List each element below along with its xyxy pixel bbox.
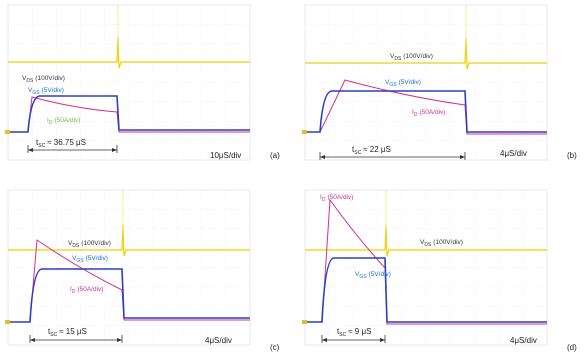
subscript: SC [354, 150, 361, 156]
subscript: GS [32, 90, 40, 96]
subscript: GS [359, 274, 367, 280]
timebase: 10μS/div [210, 151, 241, 160]
subscript: DS [26, 78, 34, 84]
panel-tag: (c) [270, 343, 280, 352]
subscript: D [72, 289, 76, 295]
subscript: DS [72, 243, 80, 249]
figure: VDS(100V/div)VGS(5V/div)ID(50A/div)tSC≈ … [0, 0, 585, 358]
label-text: (5V/div) [42, 87, 64, 94]
subscript: GS [389, 82, 397, 88]
subscript: DS [394, 56, 402, 62]
subscript: DS [424, 242, 432, 248]
trigger-marker [5, 320, 10, 324]
label-text: ≈ 22 μS [363, 145, 391, 154]
label-text: (5V/div) [369, 271, 391, 278]
panel-tag: (b) [567, 151, 577, 160]
label-text: ≈ 9 μS [348, 327, 371, 336]
timebase: 4μS/div [510, 336, 537, 345]
subscript: SC [339, 332, 346, 338]
timebase: 4μS/div [205, 336, 232, 345]
subscript: SC [38, 143, 45, 149]
panel-tag: (d) [567, 343, 577, 352]
label-text: (100V/div) [81, 240, 111, 247]
label-text: (5V/div) [399, 79, 421, 86]
label-text: ≈ 36.75 μS [47, 138, 86, 147]
timebase: 4μS/div [500, 149, 527, 158]
subscript: D [414, 112, 418, 118]
label-text: (100V/div) [403, 53, 433, 60]
label-text: (100V/div) [433, 239, 463, 246]
label-text: (5V/div) [86, 255, 108, 262]
label-text: (100V/div) [35, 75, 65, 82]
trigger-marker [5, 130, 10, 134]
trigger-marker [302, 130, 307, 134]
subscript: SC [50, 332, 57, 338]
label-text: ≈ 15 μS [59, 327, 87, 336]
label-text: (50A/div) [54, 117, 80, 124]
panel-tag: (a) [270, 151, 280, 160]
label-text: (50A/div) [77, 286, 103, 293]
subscript: D [49, 120, 53, 126]
trigger-marker [302, 320, 307, 324]
subscript: D [322, 197, 326, 203]
subscript: GS [76, 258, 84, 264]
label-text: (50A/div) [327, 194, 353, 201]
label-text: (50A/div) [419, 109, 445, 116]
